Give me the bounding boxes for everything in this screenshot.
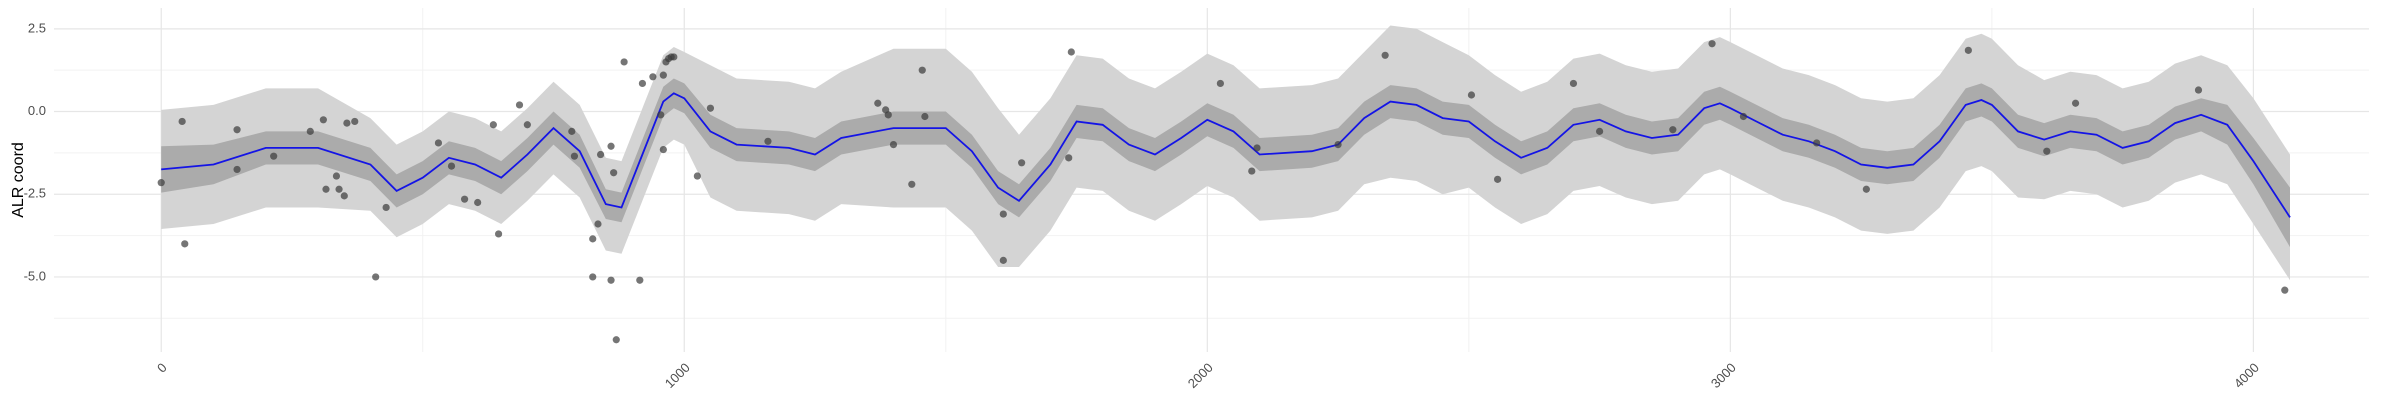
point <box>921 112 929 121</box>
point <box>382 203 390 212</box>
point <box>494 230 503 238</box>
point <box>1018 159 1026 167</box>
point <box>181 240 189 248</box>
point <box>1216 79 1224 88</box>
y-tick-label: -2.5 <box>24 186 46 201</box>
point <box>319 116 327 124</box>
point <box>594 220 602 228</box>
point <box>918 66 926 74</box>
point <box>1739 112 1748 121</box>
point <box>447 162 456 170</box>
point <box>874 99 882 107</box>
ribbon <box>161 25 2291 281</box>
y-tick-label: 0.0 <box>28 103 46 118</box>
point <box>596 150 605 159</box>
point <box>612 336 620 344</box>
point <box>657 111 665 119</box>
point <box>999 256 1007 264</box>
point <box>1569 79 1578 88</box>
point <box>2071 99 2080 107</box>
point <box>343 119 351 127</box>
point <box>636 276 644 284</box>
point <box>372 273 380 281</box>
point <box>693 172 701 180</box>
point <box>178 117 186 126</box>
ribbon <box>161 78 2291 248</box>
point <box>908 180 916 188</box>
point <box>1964 46 1972 54</box>
point <box>1813 139 1821 147</box>
point <box>434 139 443 147</box>
point <box>157 179 165 187</box>
point <box>335 185 343 193</box>
x-tick-label: 3000 <box>1708 360 1739 391</box>
point <box>1067 48 1075 56</box>
point <box>706 104 715 112</box>
point <box>889 141 898 149</box>
point <box>233 165 241 174</box>
point <box>607 276 615 284</box>
point <box>270 152 278 160</box>
line <box>161 92 2291 218</box>
point <box>589 235 597 243</box>
point <box>233 126 241 134</box>
y-axis-label: ALR coord <box>10 142 27 218</box>
point <box>1862 185 1870 193</box>
point <box>1381 51 1389 59</box>
point <box>589 273 597 281</box>
point <box>489 121 497 129</box>
point <box>1595 127 1604 135</box>
point <box>332 172 341 180</box>
point <box>340 192 348 200</box>
point <box>523 121 531 129</box>
point <box>2194 86 2203 94</box>
point <box>659 71 667 79</box>
point <box>1248 167 1256 175</box>
point <box>607 142 615 150</box>
point <box>1467 91 1476 99</box>
y-tick-label: 2.5 <box>28 20 46 35</box>
point <box>568 127 576 135</box>
point <box>1065 154 1073 162</box>
point <box>610 169 618 177</box>
point <box>1669 126 1677 134</box>
point <box>999 210 1007 218</box>
point <box>515 101 524 109</box>
point <box>649 73 657 81</box>
x-tick-label: 4000 <box>2231 360 2262 391</box>
x-tick-label: 0 <box>154 360 170 376</box>
point <box>351 117 359 126</box>
point <box>460 195 469 203</box>
point <box>884 111 892 119</box>
point <box>620 58 628 66</box>
point <box>659 145 667 154</box>
point <box>322 185 330 193</box>
point <box>764 137 772 145</box>
point <box>570 152 579 160</box>
x-tick-label: 2000 <box>1185 360 1216 391</box>
x-tick-label: 1000 <box>662 360 693 391</box>
point <box>306 127 314 135</box>
point <box>1253 144 1261 152</box>
point <box>474 198 482 207</box>
y-tick-label: -5.0 <box>24 268 46 283</box>
point <box>638 79 647 88</box>
point <box>1708 40 1716 48</box>
point <box>1334 141 1342 149</box>
point <box>1494 175 1502 183</box>
point <box>2281 286 2289 294</box>
point <box>670 53 678 61</box>
point <box>2043 147 2051 155</box>
